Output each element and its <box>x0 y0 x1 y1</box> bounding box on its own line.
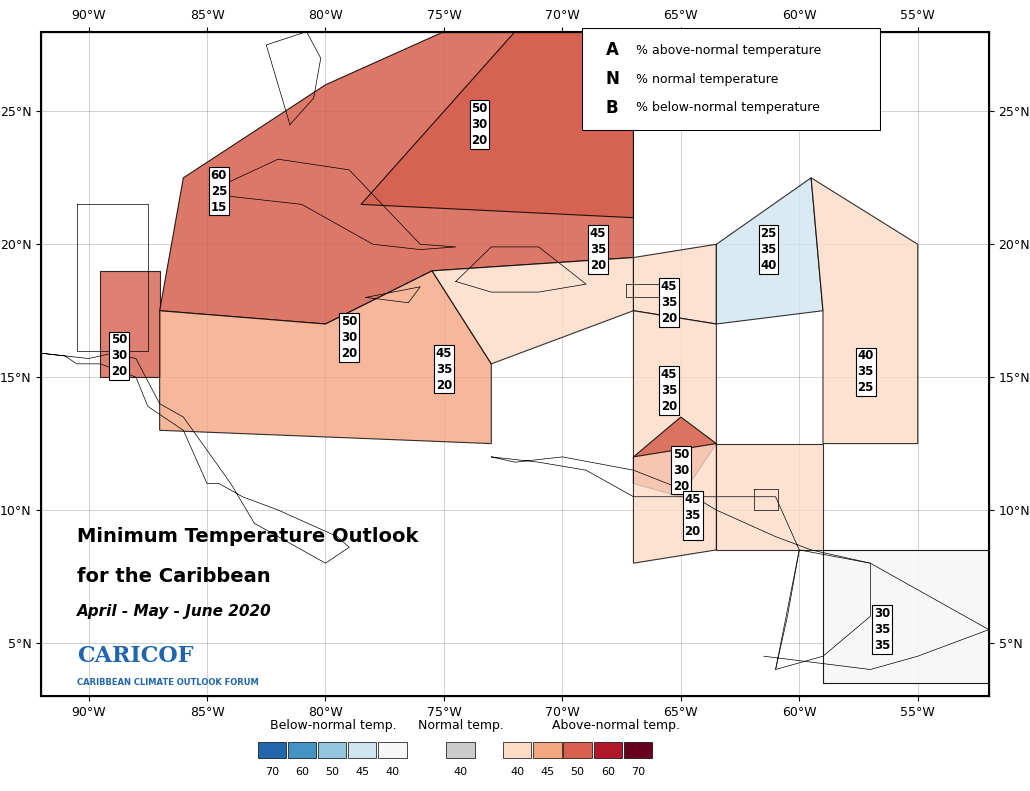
Text: 70: 70 <box>631 767 645 778</box>
FancyBboxPatch shape <box>348 742 377 758</box>
Polygon shape <box>633 417 716 497</box>
Text: 45
35
20: 45 35 20 <box>660 280 678 325</box>
Text: N: N <box>606 70 620 88</box>
Polygon shape <box>763 550 989 669</box>
Text: 45
35
20: 45 35 20 <box>436 346 452 392</box>
Text: % normal temperature: % normal temperature <box>636 73 778 85</box>
Text: 60: 60 <box>295 767 309 778</box>
Text: 25
35
40: 25 35 40 <box>760 227 777 272</box>
Polygon shape <box>716 444 823 550</box>
Polygon shape <box>491 457 870 669</box>
Text: 45
35
20: 45 35 20 <box>684 493 701 538</box>
Polygon shape <box>811 178 918 444</box>
Polygon shape <box>76 204 147 350</box>
Polygon shape <box>754 489 778 510</box>
Polygon shape <box>360 32 633 218</box>
Text: 40
35
25: 40 35 25 <box>857 350 873 395</box>
Text: Above-normal temp.: Above-normal temp. <box>552 720 680 732</box>
Text: 45
35
20: 45 35 20 <box>589 227 607 272</box>
Polygon shape <box>100 271 160 377</box>
Polygon shape <box>41 354 349 563</box>
FancyBboxPatch shape <box>378 742 407 758</box>
Text: 50
30
20: 50 30 20 <box>673 448 689 493</box>
Text: % above-normal temperature: % above-normal temperature <box>636 44 821 57</box>
Text: 60: 60 <box>600 767 615 778</box>
Text: CARICOF: CARICOF <box>76 645 194 668</box>
Polygon shape <box>266 32 320 125</box>
Text: % below-normal temperature: % below-normal temperature <box>636 101 820 115</box>
Text: April - May - June 2020: April - May - June 2020 <box>76 604 272 619</box>
Text: 70: 70 <box>265 767 279 778</box>
Text: Normal temp.: Normal temp. <box>417 720 504 732</box>
FancyBboxPatch shape <box>563 742 591 758</box>
Text: 50: 50 <box>325 767 339 778</box>
Text: Below-normal temp.: Below-normal temp. <box>270 720 397 732</box>
FancyBboxPatch shape <box>446 742 475 758</box>
FancyBboxPatch shape <box>258 742 285 758</box>
Polygon shape <box>160 271 491 444</box>
FancyBboxPatch shape <box>582 28 881 131</box>
Text: 45: 45 <box>355 767 370 778</box>
Text: Minimum Temperature Outlook: Minimum Temperature Outlook <box>76 527 418 546</box>
FancyBboxPatch shape <box>318 742 346 758</box>
FancyBboxPatch shape <box>534 742 561 758</box>
Polygon shape <box>160 32 633 324</box>
Text: 40: 40 <box>510 767 524 778</box>
Text: 45: 45 <box>541 767 554 778</box>
Text: B: B <box>606 99 618 117</box>
Polygon shape <box>432 258 633 364</box>
Text: 40: 40 <box>453 767 468 778</box>
FancyBboxPatch shape <box>624 742 652 758</box>
Polygon shape <box>823 550 989 683</box>
FancyBboxPatch shape <box>503 742 531 758</box>
Polygon shape <box>633 444 716 563</box>
Text: A: A <box>606 41 619 59</box>
Polygon shape <box>716 178 823 324</box>
Text: 50
30
20: 50 30 20 <box>472 102 487 147</box>
Polygon shape <box>633 244 716 324</box>
FancyBboxPatch shape <box>287 742 316 758</box>
FancyBboxPatch shape <box>593 742 622 758</box>
Text: 50: 50 <box>571 767 585 778</box>
Text: 60
25
15: 60 25 15 <box>211 168 227 214</box>
Text: 45
35
20: 45 35 20 <box>660 368 678 413</box>
Text: 50
30
20: 50 30 20 <box>111 333 128 378</box>
Text: for the Caribbean: for the Caribbean <box>76 567 270 586</box>
Text: 40: 40 <box>385 767 400 778</box>
Polygon shape <box>633 311 716 457</box>
Text: CARIBBEAN CLIMATE OUTLOOK FORUM: CARIBBEAN CLIMATE OUTLOOK FORUM <box>76 679 259 687</box>
Text: 30
35
35: 30 35 35 <box>874 607 890 652</box>
Text: 50
30
20: 50 30 20 <box>341 315 357 360</box>
